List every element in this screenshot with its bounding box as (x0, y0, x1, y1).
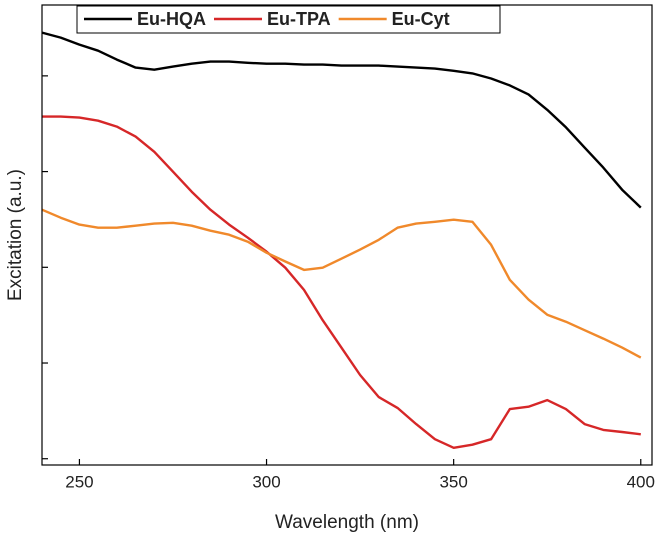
x-tick-label: 250 (65, 472, 93, 491)
legend-label: Eu-HQA (137, 9, 206, 29)
x-tick-label: 350 (439, 472, 467, 491)
legend-box (76, 5, 501, 34)
plot-frame (41, 4, 653, 466)
y-axis-label: Excitation (a.u.) (5, 169, 26, 301)
legend-label: Eu-Cyt (392, 9, 450, 29)
x-tick-label: 300 (252, 472, 280, 491)
legend-label: Eu-TPA (267, 9, 331, 29)
line-series (41, 31, 642, 209)
x-tick-label: 400 (627, 472, 655, 491)
x-axis-label: Wavelength (nm) (275, 512, 419, 533)
line-series (41, 208, 642, 359)
line-series (42, 115, 641, 449)
